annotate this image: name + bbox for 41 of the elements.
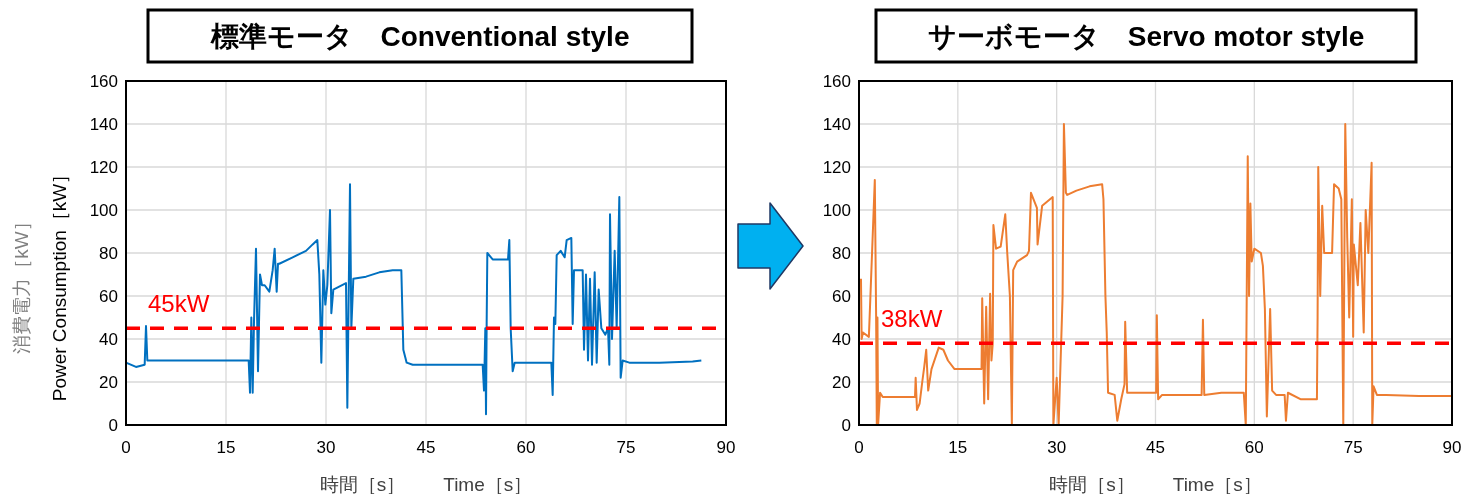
x-tick-label: 30 [316, 438, 336, 457]
x-axis-title: 時間［s］ Time［s］ [319, 474, 533, 494]
y-tick-label: 40 [832, 330, 851, 349]
y-tick-label: 60 [832, 287, 851, 306]
x-tick-label: 60 [1244, 438, 1264, 457]
y-tick-label: 140 [89, 115, 118, 134]
y-tick-label: 20 [832, 373, 851, 392]
y-tick-label: 120 [89, 158, 118, 177]
y-axis-title: 消費電力［kW］ Power Consumption［kW］ [11, 164, 70, 402]
x-tick-label: 75 [1343, 438, 1363, 457]
y-tick-label: 120 [822, 158, 851, 177]
x-tick-label: 45 [416, 438, 436, 457]
x-tick-label: 0 [854, 438, 864, 457]
chart-title: サーボモータ Servo motor style [927, 21, 1365, 52]
ref-line-label: 38kW [881, 305, 943, 333]
x-axis-title: 時間［s］ Time［s］ [1049, 474, 1262, 494]
y-tick-label: 80 [832, 244, 851, 263]
y-tick-label: 160 [822, 72, 851, 91]
y-tick-label: 20 [99, 373, 118, 392]
x-tick-label: 45 [1146, 438, 1165, 457]
x-tick-label: 90 [1442, 438, 1462, 457]
ref-line-label: 45kW [148, 290, 210, 318]
y-tick-label: 100 [822, 201, 851, 220]
line-series [125, 183, 703, 416]
x-tick-label: 15 [948, 438, 968, 457]
x-tick-label: 75 [616, 438, 636, 457]
y-tick-label: 60 [99, 287, 118, 306]
y-tick-label: 0 [841, 416, 851, 435]
y-tick-label: 40 [99, 330, 118, 349]
x-tick-label: 0 [121, 438, 131, 457]
y-tick-label: 0 [108, 416, 118, 435]
x-tick-label: 15 [216, 438, 236, 457]
x-tick-label: 90 [716, 438, 736, 457]
x-tick-label: 60 [516, 438, 536, 457]
y-tick-label: 100 [89, 201, 118, 220]
line-series [859, 123, 1453, 426]
x-tick-label: 30 [1047, 438, 1067, 457]
y-tick-label: 140 [822, 115, 851, 134]
y-tick-label: 80 [99, 244, 118, 263]
y-tick-label: 160 [89, 72, 118, 91]
chart-title: 標準モータ Conventional style [209, 21, 630, 52]
